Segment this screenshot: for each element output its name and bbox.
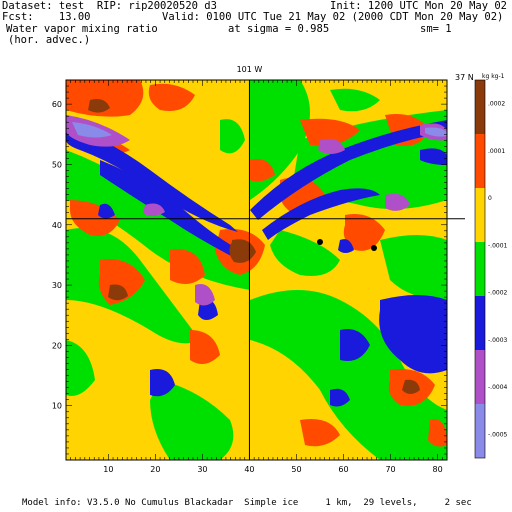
advection-label: (hor. advec.) <box>8 34 91 46</box>
x-tick-label: 10 <box>103 465 113 474</box>
latitude-label: 37 N <box>455 73 474 82</box>
y-tick-label: 60 <box>52 100 62 109</box>
x-tick-label: 40 <box>244 465 254 474</box>
sigma-level-label: at sigma = 0.985 <box>228 23 330 35</box>
smoothing-label: sm= 1 <box>420 23 452 35</box>
valid-time-label: Valid: 0100 UTC Tue 21 May 02 (2000 CDT … <box>162 11 504 23</box>
forecast-hour-label: Fcst: 13.00 <box>2 11 91 23</box>
model-info: Model info: V3.5.0 No Cumulus Blackadar … <box>22 498 472 508</box>
colorbar: .0002 .0001 0 -.0001 -.0002 -.0003 -.0004 -.000… <box>474 79 508 459</box>
longitude-label: 101 W <box>237 65 263 74</box>
colorbar-label: 0 <box>488 195 492 202</box>
x-tick-label: 20 <box>150 465 160 474</box>
x-tick-label: 70 <box>385 465 395 474</box>
colorbar-frame <box>474 79 486 459</box>
x-tick-label: 60 <box>338 465 348 474</box>
colorbar-segment <box>475 188 485 242</box>
marker-dot-1 <box>317 239 323 245</box>
colorbar-segment <box>475 242 485 296</box>
y-tick-label: 50 <box>52 160 62 169</box>
colorbar-label: -.0005 <box>488 431 508 438</box>
colorbar-segment <box>475 80 485 134</box>
marker-dot-2 <box>371 245 377 251</box>
dataset-label: Dataset: test RIP: rip20020520 d3 <box>2 0 217 12</box>
y-tick-label: 30 <box>52 281 62 290</box>
colorbar-segment <box>475 404 485 458</box>
colorbar-unit: kg kg-1 <box>482 73 505 80</box>
x-tick-label: 30 <box>197 465 207 474</box>
axis-ticks: 10 20 30 40 50 60 70 80 10 20 30 40 50 60 <box>52 79 448 474</box>
colorbar-label: -.0002 <box>488 290 508 297</box>
field-name-label: Water vapor mixing ratio <box>6 23 158 35</box>
colorbar-label: -.0003 <box>488 337 508 344</box>
colorbar-label: .0001 <box>488 148 505 155</box>
init-time-label: Init: 1200 UTC Mon 20 May 02 <box>330 0 508 12</box>
y-tick-label: 10 <box>52 402 62 411</box>
plot-frame <box>65 79 448 461</box>
colorbar-segment <box>475 134 485 188</box>
colorbar-label: -.0004 <box>488 384 508 391</box>
mixing-ratio-field <box>66 80 447 460</box>
lavender-regions <box>72 122 447 138</box>
colorbar-label: -.0001 <box>488 242 508 249</box>
x-tick-label: 50 <box>291 465 301 474</box>
x-tick-label: 80 <box>432 465 442 474</box>
y-tick-label: 20 <box>52 341 62 350</box>
colorbar-label: .0002 <box>488 101 505 108</box>
colorbar-segment <box>475 350 485 404</box>
colorbar-segment <box>475 296 485 350</box>
y-tick-label: 40 <box>52 221 62 230</box>
